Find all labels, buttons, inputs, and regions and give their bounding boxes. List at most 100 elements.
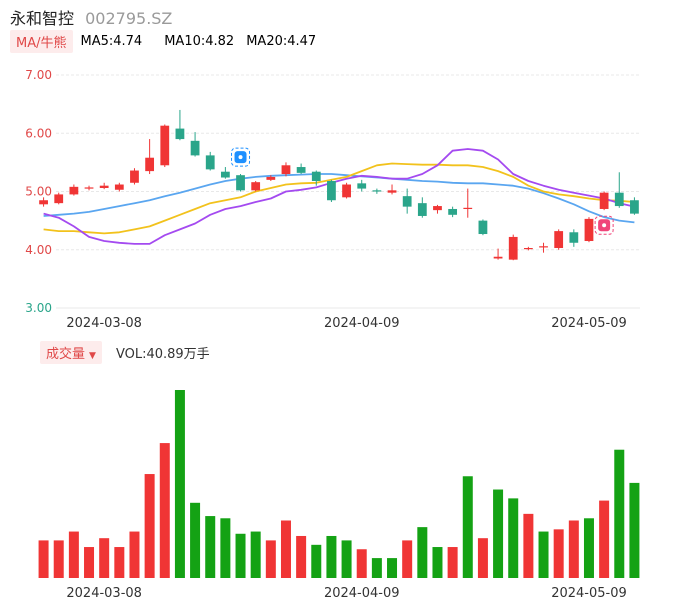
candle (569, 229, 579, 247)
candle (478, 219, 488, 236)
volume-bar (583, 518, 594, 578)
candle (327, 179, 336, 202)
candle-body (554, 231, 564, 249)
price-y-tick-label: 3.00 (25, 301, 52, 315)
volume-bar (508, 498, 519, 578)
volume-bar (523, 513, 534, 578)
candle (402, 188, 412, 214)
candle-body (387, 190, 397, 193)
candle-body (99, 185, 109, 189)
price-y-tick-label: 6.00 (25, 126, 52, 140)
candle-body (311, 171, 321, 182)
volume-bars (38, 390, 640, 578)
volume-bar (159, 443, 170, 578)
volume-x-axis: 2024-03-08 2024-04-09 2024-05-09 (66, 586, 626, 601)
volume-bar (129, 531, 140, 578)
candle (614, 172, 624, 208)
candle (266, 175, 276, 182)
volume-bar (99, 538, 110, 578)
volume-bar (356, 549, 367, 578)
ma-legend: MA/牛熊 MA5:4.74 MA10:4.82 MA20:4.47 (10, 29, 316, 53)
candle (493, 248, 503, 260)
ma5-value: MA5:4.74 (80, 33, 143, 49)
price-x-tick-label: 2024-04-09 (324, 316, 400, 331)
volume-bar (599, 500, 610, 578)
volume-x-tick-label: 2024-03-08 (66, 586, 142, 601)
stock-code: 002795.SZ (85, 9, 173, 28)
volume-label: 成交量 (46, 346, 86, 362)
candle-body (190, 140, 200, 156)
volume-legend: 成交量 ▼ VOL:40.89万手 (40, 340, 210, 364)
candle-body (84, 187, 94, 189)
candle (417, 197, 427, 218)
volume-bar (311, 544, 322, 578)
candle-body (251, 182, 261, 191)
volume-bar (462, 476, 473, 578)
candle (599, 191, 609, 211)
candle-body (281, 165, 291, 175)
volume-bar (387, 558, 398, 578)
candle (554, 229, 564, 250)
volume-bar (53, 540, 64, 578)
stock-title: 永和智控 002795.SZ (10, 5, 173, 28)
volume-bar (417, 527, 428, 578)
candle-body (39, 200, 48, 205)
candle-body (160, 125, 170, 166)
candle-body (584, 218, 594, 242)
candle-body (205, 155, 215, 170)
ma20-line (43, 173, 635, 224)
candle-body (448, 208, 458, 215)
candle (69, 184, 79, 196)
candle (584, 217, 594, 243)
candle (357, 179, 367, 192)
candle (539, 242, 548, 253)
volume-bar (220, 518, 231, 578)
volume-bar (402, 540, 413, 578)
volume-bar (296, 535, 307, 578)
volume-indicator-selector[interactable]: 成交量 ▼ (40, 340, 102, 364)
candle (342, 182, 351, 199)
price-y-axis: 7.00 6.00 5.00 4.00 3.00 (25, 68, 52, 315)
ma-indicator-selector[interactable]: MA/牛熊 (10, 29, 73, 53)
event-marker-frame (231, 147, 251, 167)
candle (433, 204, 442, 214)
candle-body (114, 184, 124, 190)
volume-bar (538, 531, 549, 578)
candlesticks (39, 109, 639, 261)
candle-body (266, 176, 276, 180)
candle (39, 197, 48, 207)
ma10-line (43, 162, 635, 235)
candle-body (599, 192, 609, 209)
candle-body (372, 190, 382, 192)
candle-body (236, 175, 245, 191)
candle (54, 192, 64, 205)
candle (281, 162, 291, 177)
candle-body (539, 246, 548, 248)
volume-bar (326, 535, 337, 578)
event-marker-icon (594, 215, 614, 235)
candle (99, 182, 109, 190)
candle (448, 206, 458, 218)
candle (114, 182, 124, 192)
volume-bar (84, 547, 95, 578)
candle-body (493, 256, 503, 259)
candle-body (175, 128, 185, 140)
event-marker-icon (231, 147, 251, 167)
price-y-tick-label: 4.00 (25, 243, 52, 257)
volume-bar (280, 520, 291, 578)
volume-x-tick-label: 2024-05-09 (551, 586, 627, 601)
candle (296, 163, 306, 175)
candle (145, 139, 155, 175)
candle-body (508, 236, 518, 260)
candle-body (327, 181, 336, 201)
candle (84, 185, 94, 191)
candle-body (417, 203, 427, 216)
caret-down-icon: ▼ (89, 350, 96, 361)
volume-bar (205, 516, 216, 578)
price-x-axis: 2024-03-08 2024-04-09 2024-05-09 (66, 316, 626, 331)
candle (236, 174, 245, 192)
candle-body (478, 220, 488, 235)
candle-body (630, 200, 639, 214)
event-markers (231, 147, 614, 235)
